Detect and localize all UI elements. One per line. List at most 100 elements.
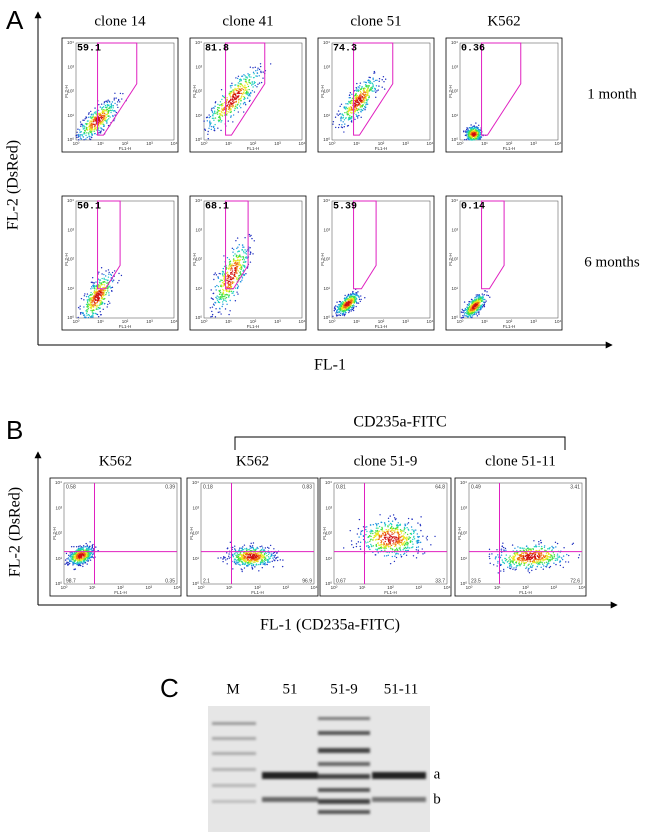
event-dot xyxy=(247,73,249,75)
event-dot xyxy=(74,555,76,557)
event-dot xyxy=(90,288,92,290)
event-dot xyxy=(365,95,368,97)
event-dot xyxy=(87,556,89,559)
event-dot xyxy=(238,98,240,101)
event-dot xyxy=(108,292,110,294)
event-dot xyxy=(360,295,362,297)
event-dot xyxy=(87,552,89,554)
event-dot xyxy=(253,557,255,560)
event-dot xyxy=(374,539,377,541)
event-dot xyxy=(108,294,110,296)
event-dot xyxy=(385,538,387,541)
event-dot xyxy=(102,122,104,124)
event-dot xyxy=(475,137,478,140)
event-dot xyxy=(113,97,115,99)
event-dot xyxy=(217,107,220,109)
event-dot xyxy=(86,314,88,316)
event-dot xyxy=(231,104,233,106)
event-dot xyxy=(81,133,83,136)
event-dot xyxy=(478,135,480,138)
event-dot xyxy=(240,266,243,268)
event-dot xyxy=(349,303,352,305)
event-dot xyxy=(95,299,97,301)
event-dot xyxy=(101,301,103,303)
decade-label: 10⁰ xyxy=(331,585,338,590)
decade-label: 10³ xyxy=(451,64,458,69)
event-dot xyxy=(390,547,392,550)
event-dot xyxy=(489,296,491,298)
event-dot xyxy=(391,524,393,526)
event-dot xyxy=(248,79,250,81)
event-dot xyxy=(266,546,269,549)
event-dot xyxy=(354,101,357,103)
event-dot xyxy=(354,111,356,113)
event-dot xyxy=(222,288,224,291)
event-dot xyxy=(91,316,93,318)
event-dot xyxy=(92,113,95,115)
event-dot xyxy=(220,88,223,91)
decade-label: 10³ xyxy=(145,585,152,590)
column-header: clone 14 xyxy=(94,13,146,29)
event-dot xyxy=(250,84,253,86)
event-dot xyxy=(82,548,85,550)
event-dot xyxy=(254,548,257,550)
event-dot xyxy=(219,311,221,313)
event-dot xyxy=(236,552,239,554)
event-dot xyxy=(213,117,215,119)
event-dot xyxy=(238,105,241,107)
gate-percent: 59.1 xyxy=(77,44,101,55)
event-dot xyxy=(270,555,272,557)
event-dot xyxy=(343,314,346,317)
event-dot xyxy=(227,285,230,287)
event-dot xyxy=(104,106,107,109)
event-dot xyxy=(343,301,346,304)
event-dot xyxy=(211,315,213,318)
event-dot xyxy=(369,524,372,526)
event-dot xyxy=(86,555,88,557)
event-dot xyxy=(228,557,230,559)
event-dot xyxy=(348,97,350,99)
event-dot xyxy=(374,88,377,91)
event-dot xyxy=(79,556,81,559)
event-dot xyxy=(229,299,231,302)
event-dot xyxy=(243,111,245,113)
decade-label: 10⁴ xyxy=(451,198,458,203)
event-dot xyxy=(477,307,479,309)
event-dot xyxy=(221,112,223,114)
event-dot xyxy=(245,253,248,255)
event-dot xyxy=(353,296,355,298)
event-dot xyxy=(473,125,475,127)
event-dot xyxy=(339,105,341,108)
event-dot xyxy=(226,256,229,259)
decade-label: 10³ xyxy=(402,141,409,146)
event-dot xyxy=(94,119,96,121)
event-dot xyxy=(79,308,81,310)
flow-plot: 10⁰10⁰10¹10¹10²10²10³10³10⁴10⁴FL2-HFL1-H… xyxy=(61,195,179,331)
event-dot xyxy=(85,312,88,314)
event-dot xyxy=(471,129,473,131)
decade-label: 10¹ xyxy=(325,556,332,561)
event-dot xyxy=(225,559,227,561)
event-dot xyxy=(395,556,398,559)
event-dot xyxy=(237,87,239,90)
event-dot xyxy=(352,307,355,310)
event-dot xyxy=(264,562,266,564)
event-dot xyxy=(350,295,353,297)
event-dot xyxy=(348,101,350,103)
event-dot xyxy=(417,552,419,554)
event-dot xyxy=(211,107,213,110)
event-dot xyxy=(425,537,428,539)
event-dot xyxy=(238,262,241,264)
event-dot xyxy=(79,561,82,563)
band xyxy=(212,752,256,755)
event-dot xyxy=(462,316,465,318)
event-dot xyxy=(76,136,78,139)
event-dot xyxy=(80,125,82,127)
event-dot xyxy=(354,118,356,121)
event-dot xyxy=(392,543,394,545)
event-dot xyxy=(355,95,357,98)
event-dot xyxy=(236,272,238,274)
event-dot xyxy=(222,108,224,111)
event-dot xyxy=(252,253,254,255)
event-dot xyxy=(227,108,230,110)
